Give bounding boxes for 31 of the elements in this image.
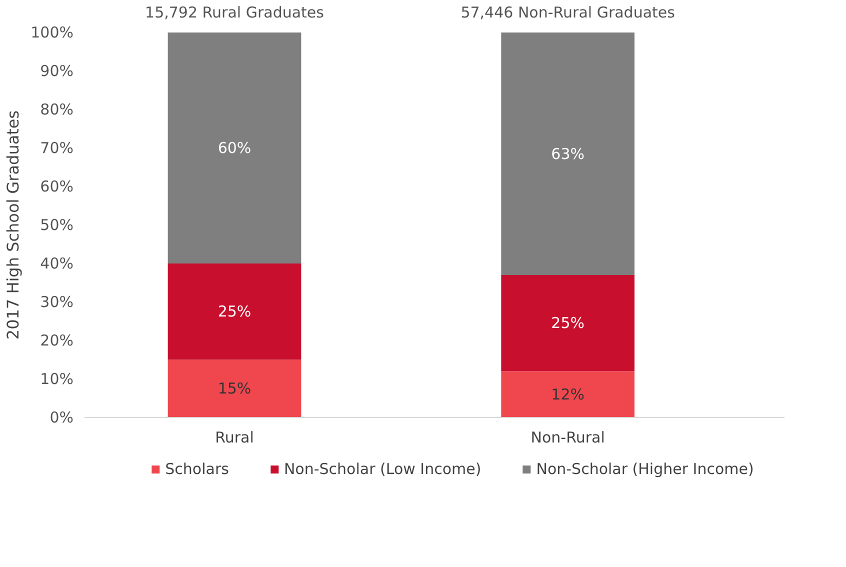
bar <box>168 360 302 418</box>
bar <box>501 371 634 418</box>
bar <box>168 264 302 360</box>
bar <box>501 275 634 372</box>
x-tick-label: Non-Rural <box>530 428 605 446</box>
legend-label: Non-Scholar (Higher Income) <box>536 460 754 478</box>
x-tick-label: Rural <box>215 428 254 446</box>
data-label: 60% <box>218 139 252 157</box>
bar <box>501 32 634 276</box>
y-tick-label: 20% <box>40 332 74 350</box>
y-tick-label: 30% <box>40 293 74 311</box>
text: 57,446 Non-Rural Graduates <box>460 4 676 22</box>
data-label: 25% <box>218 302 252 321</box>
y-tick-label: 0% <box>50 408 74 426</box>
y-tick-label: 90% <box>40 62 74 80</box>
y-axis-title: 2017 High School Graduates <box>4 110 23 340</box>
data-label: 15% <box>218 380 252 398</box>
y-tick-label: 60% <box>40 178 74 196</box>
y-tick-label: 50% <box>40 216 74 234</box>
y-tick-label: 70% <box>40 139 74 157</box>
y-tick-label: 100% <box>30 24 74 42</box>
legend-label: Non-Scholar (Low Income) <box>284 460 482 478</box>
data-label: 63% <box>551 144 585 163</box>
text: 15,792 Rural Graduates <box>145 4 324 22</box>
y-tick-label: 80% <box>40 100 74 118</box>
bar <box>168 32 302 264</box>
data-label: 25% <box>551 314 585 332</box>
legend-label: Scholars <box>165 460 229 478</box>
y-tick-label: 10% <box>40 370 74 388</box>
data-label: 12% <box>551 385 585 404</box>
y-tick-label: 40% <box>40 254 74 272</box>
